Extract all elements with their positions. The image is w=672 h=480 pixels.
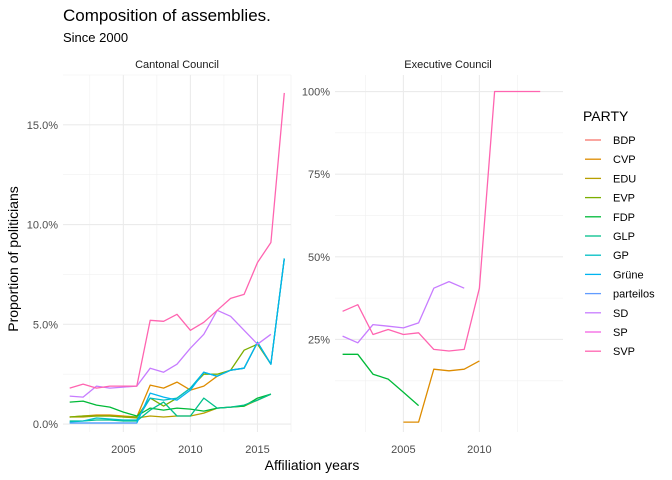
legend-label-gruene: Grüne [613, 269, 644, 281]
y-tick-label: 25% [308, 334, 330, 346]
panel-strip-executive-council [335, 55, 563, 73]
legend-label-edu: EDU [613, 173, 636, 185]
legend-item-parteilos: parteilos [585, 289, 655, 301]
series-line-executive-council-sd [342, 280, 465, 344]
legend-label-glp: GLP [613, 231, 635, 243]
x-tick-label: 2015 [245, 444, 269, 456]
y-tick-label: 0.0% [33, 419, 58, 431]
legend-item-edu: EDU [585, 173, 636, 185]
y-tick-label: 100% [302, 87, 330, 99]
y-tick-label: 75% [308, 169, 330, 181]
panel-strip-cantonal-council [63, 55, 291, 73]
legend-label-sd: SD [613, 308, 628, 320]
y-tick-label: 15.0% [27, 120, 58, 132]
legend-label-gp: GP [613, 250, 629, 262]
legend-item-glp: GLP [585, 231, 635, 243]
series-line-cantonal-council-glp [69, 393, 272, 422]
panel-cantonal-council: Cantonal Council 2005 2010 2015 0.0% 5.0% 10.… [27, 55, 292, 456]
legend-label-cvp: CVP [613, 154, 636, 166]
legend-label-fdp: FDP [613, 212, 635, 224]
legend-label-bdp: BDP [613, 135, 636, 147]
legend-item-fdp: FDP [585, 212, 635, 224]
legend-label-svp: SVP [613, 346, 635, 358]
y-tick-label: 50% [308, 252, 330, 264]
panel-title-executive-council: Executive Council [404, 59, 491, 71]
series-line-cantonal-council-sd [69, 309, 272, 398]
x-tick-label: 2005 [111, 444, 135, 456]
legend-label-evp: EVP [613, 193, 635, 205]
legend-title: PARTY [583, 108, 629, 124]
series-line-cantonal-council-svp [69, 92, 285, 389]
series-line-executive-council-cvp [403, 360, 480, 423]
chart-title: Composition of assemblies. [63, 6, 271, 25]
legend-item-bdp: BDP [585, 135, 636, 147]
x-tick-label: 2010 [178, 444, 202, 456]
panel-executive-council: Executive Council 2005 2010 25% 50% 75% 100% [302, 55, 563, 456]
x-tick-label: 2005 [391, 444, 415, 456]
y-tick-label: 10.0% [27, 220, 58, 232]
series-line-executive-council-fdp [342, 353, 420, 407]
legend-item-gruene: Grüne [585, 269, 644, 281]
legend-item-sp: SP [585, 327, 628, 339]
legend-label-sp: SP [613, 327, 628, 339]
y-axis-title: Proportion of politicians [5, 186, 21, 332]
chart-subtitle: Since 2000 [63, 30, 128, 45]
x-tick-label: 2010 [467, 444, 491, 456]
series-line-executive-council-svp [342, 90, 541, 352]
panel-title-cantonal-council: Cantonal Council [135, 59, 219, 71]
legend-item-evp: EVP [585, 193, 635, 205]
legend-item-sd: SD [585, 308, 628, 320]
series-line-cantonal-council-gp [69, 258, 285, 423]
legend-item-cvp: CVP [585, 154, 636, 166]
y-tick-label: 5.0% [33, 319, 58, 331]
legend-label-parteilos: parteilos [613, 289, 655, 301]
legend: PARTY BDP CVP EDU EVP FDP GLP GP Grüne parteilos… [583, 108, 655, 358]
legend-item-gp: GP [585, 250, 629, 262]
x-axis-title: Affiliation years [265, 457, 360, 473]
legend-item-svp: SVP [585, 346, 635, 358]
